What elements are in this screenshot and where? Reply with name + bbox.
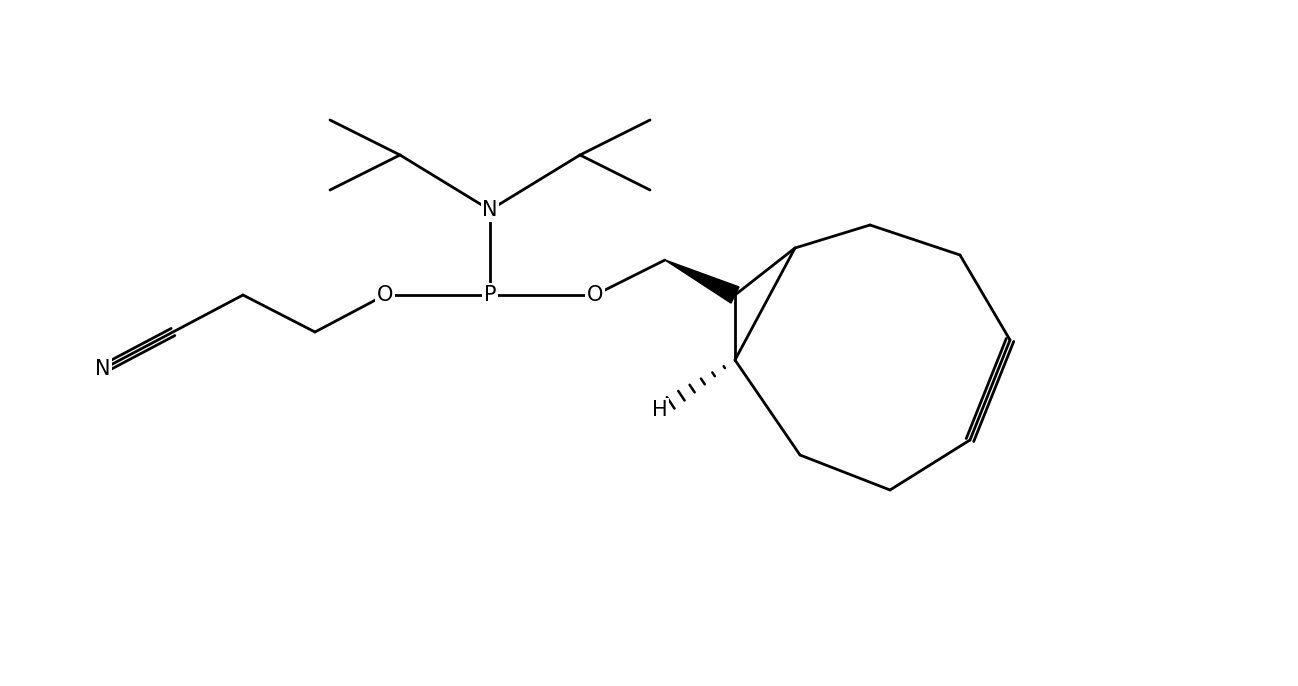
Text: N: N <box>483 200 497 220</box>
Text: N: N <box>95 359 110 379</box>
Text: P: P <box>484 285 496 305</box>
Polygon shape <box>665 260 739 303</box>
Text: H: H <box>652 400 667 420</box>
Text: O: O <box>587 285 604 305</box>
Text: O: O <box>376 285 393 305</box>
